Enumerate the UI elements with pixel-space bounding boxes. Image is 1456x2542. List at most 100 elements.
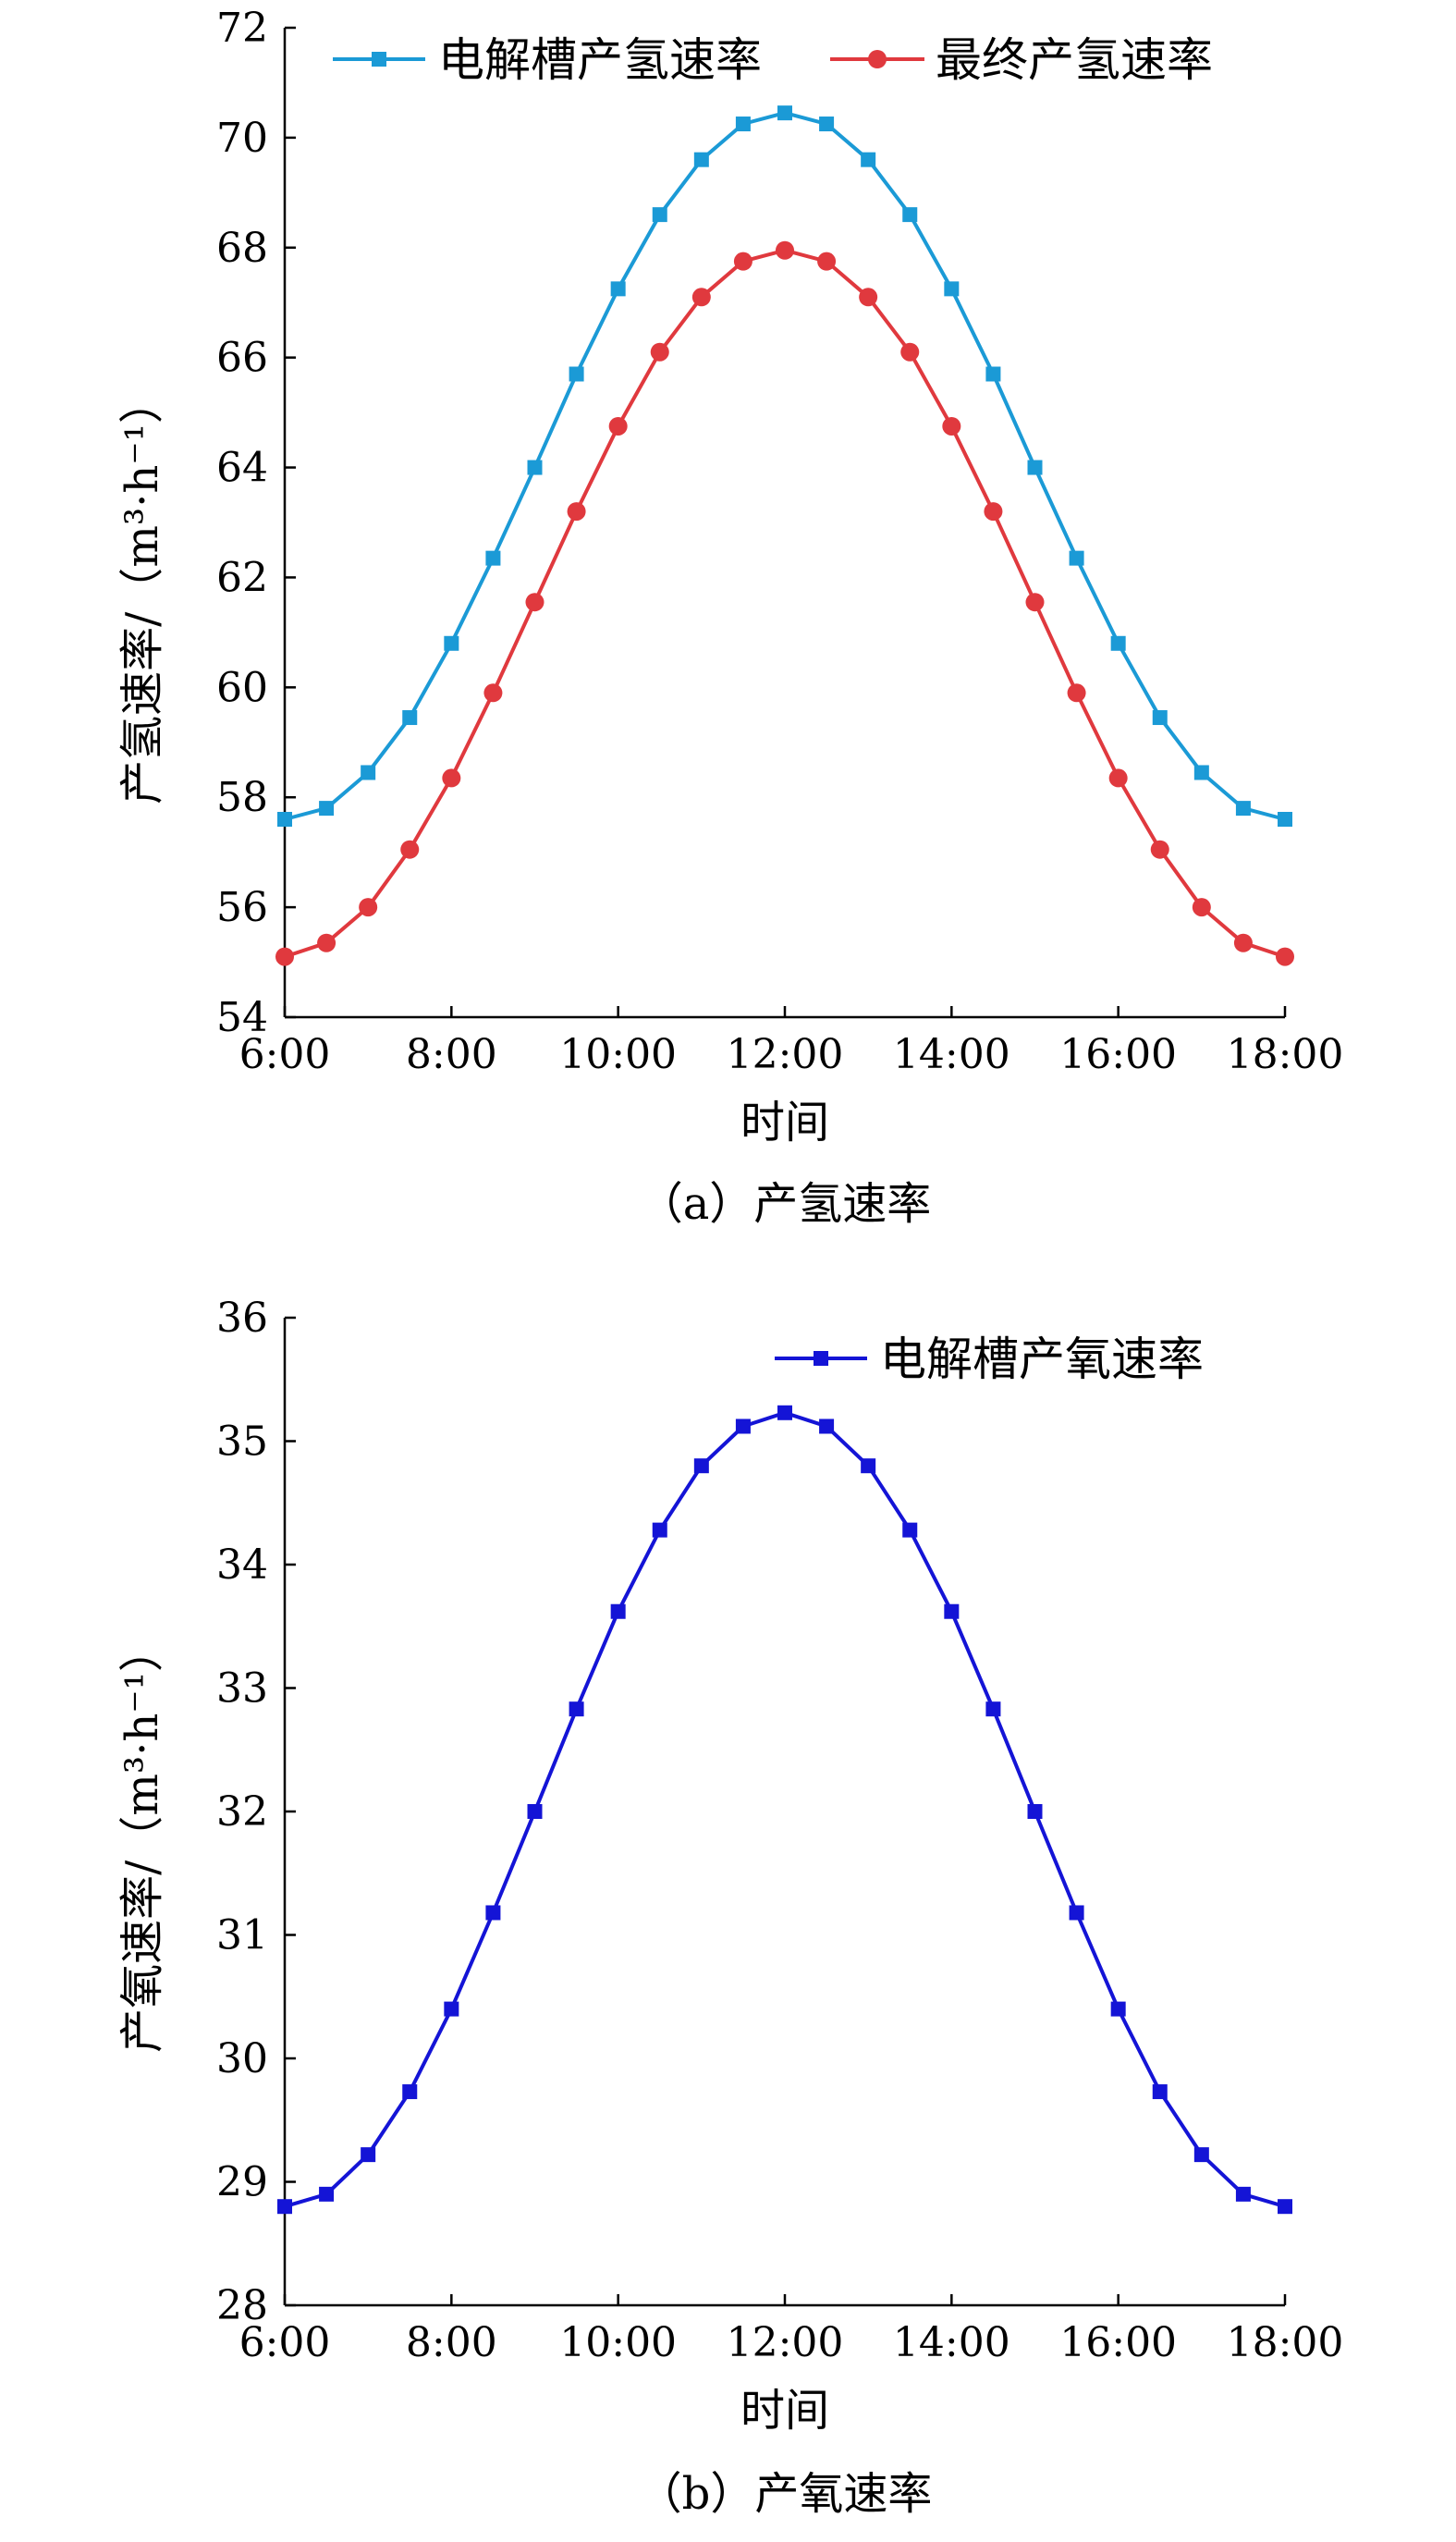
y-tick-label: 28 <box>216 2282 268 2329</box>
y-tick-label: 64 <box>216 445 268 492</box>
y-tick-label: 31 <box>216 1912 268 1959</box>
chart-caption: （a）产氢速率 <box>639 1178 932 1230</box>
data-point <box>944 281 960 297</box>
data-point <box>733 252 752 271</box>
y-tick-label: 72 <box>216 5 268 52</box>
data-point <box>610 281 626 297</box>
data-point <box>569 366 584 382</box>
y-tick-label: 32 <box>216 1788 268 1836</box>
y-axis-title: 产氧速率/（m³·h⁻¹） <box>116 1627 168 2053</box>
y-tick-label: 34 <box>216 1541 268 1589</box>
data-point <box>1027 460 1043 475</box>
data-point <box>1235 801 1251 817</box>
x-axis-title: 时间 <box>740 2385 829 2437</box>
data-point <box>608 416 628 436</box>
x-tick-label: 6:00 <box>239 2319 331 2366</box>
series-1 <box>275 240 1294 966</box>
data-point <box>859 288 878 307</box>
data-point <box>442 768 461 788</box>
data-point <box>1276 947 1294 966</box>
data-point <box>1069 1905 1084 1921</box>
data-point <box>485 550 501 566</box>
x-tick-label: 10:00 <box>559 1031 677 1078</box>
data-point <box>652 1522 667 1538</box>
y-tick-label: 35 <box>216 1418 268 1466</box>
y-tick-label: 54 <box>216 994 268 1041</box>
legend-label: 电解槽产氢速率 <box>438 33 762 87</box>
x-tick-label: 12:00 <box>727 2319 844 2366</box>
data-point <box>483 683 503 703</box>
y-tick-label: 60 <box>216 664 268 711</box>
data-point <box>985 1701 1001 1717</box>
legend-marker <box>868 50 887 68</box>
data-point <box>902 1522 918 1538</box>
x-tick-label: 16:00 <box>1059 1031 1177 1078</box>
y-tick-label: 33 <box>216 1665 268 1713</box>
data-point <box>1152 2084 1168 2100</box>
y-tick-label: 58 <box>216 774 268 821</box>
data-point <box>777 1405 792 1420</box>
series-0 <box>277 1405 1292 2215</box>
legend-item: 电解槽产氧速率 <box>775 1332 1204 1386</box>
series-0 <box>277 105 1292 827</box>
data-point <box>1067 683 1086 703</box>
data-point <box>1278 2199 1292 2215</box>
x-tick-label: 18:00 <box>1227 2319 1344 2366</box>
data-point <box>527 1804 543 1819</box>
data-point <box>1193 2147 1209 2163</box>
chart-a: 54 56 58 60 62 64 66 68 70 72 6:00 8:00 10:00 12:00 14… <box>116 5 1343 1230</box>
data-point <box>650 342 669 362</box>
data-point <box>817 252 837 271</box>
data-point <box>735 117 751 132</box>
x-tick-label: 12:00 <box>727 1031 844 1078</box>
legend-label: 电解槽产氧速率 <box>880 1332 1204 1386</box>
y-tick-label: 68 <box>216 225 268 272</box>
data-point <box>942 416 961 436</box>
data-point <box>277 2199 292 2215</box>
data-point <box>819 1418 835 1434</box>
data-point <box>693 152 709 167</box>
series-line <box>284 248 1286 959</box>
chart-caption: （b）产氧速率 <box>638 2468 933 2520</box>
data-point <box>1193 765 1209 780</box>
y-tick-label: 70 <box>216 115 268 162</box>
data-point <box>402 710 418 726</box>
data-point <box>819 117 835 132</box>
x-tick-label: 8:00 <box>406 2319 497 2366</box>
data-point <box>525 593 544 612</box>
x-tick-label: 6:00 <box>239 1031 331 1078</box>
data-point <box>1233 933 1253 952</box>
legend-marker <box>372 52 386 67</box>
data-point <box>402 2084 418 2100</box>
data-point <box>776 240 794 260</box>
x-tick-label: 14:00 <box>893 2319 1010 2366</box>
data-point <box>1108 768 1128 788</box>
data-point <box>1027 1804 1043 1819</box>
y-tick-label: 56 <box>216 884 268 931</box>
y-tick-label: 62 <box>216 554 268 601</box>
data-point <box>361 2147 376 2163</box>
data-point <box>777 105 792 121</box>
data-point <box>361 765 376 780</box>
x-tick-label: 10:00 <box>559 2319 677 2366</box>
data-point <box>567 502 586 522</box>
data-point <box>1025 593 1045 612</box>
x-axis-title: 时间 <box>740 1097 829 1148</box>
y-tick-label: 30 <box>216 2035 268 2082</box>
y-tick-label: 29 <box>216 2159 268 2206</box>
data-point <box>691 288 711 307</box>
data-point <box>693 1458 709 1474</box>
y-tick-label: 36 <box>216 1295 268 1342</box>
data-point <box>1192 898 1211 917</box>
data-point <box>735 1418 751 1434</box>
data-point <box>527 460 543 475</box>
data-point <box>400 840 420 859</box>
data-point <box>944 1603 960 1619</box>
chart-b: 28 29 30 31 32 33 34 35 36 6:00 8:00 10:00 12:00 14:0… <box>116 1295 1343 2520</box>
legend-item: 电解槽产氢速率 <box>333 33 762 87</box>
data-point <box>902 207 918 223</box>
legend-marker <box>814 1351 828 1366</box>
data-point <box>359 898 378 917</box>
y-axis-title: 产氢速率/（m³·h⁻¹） <box>116 379 168 804</box>
